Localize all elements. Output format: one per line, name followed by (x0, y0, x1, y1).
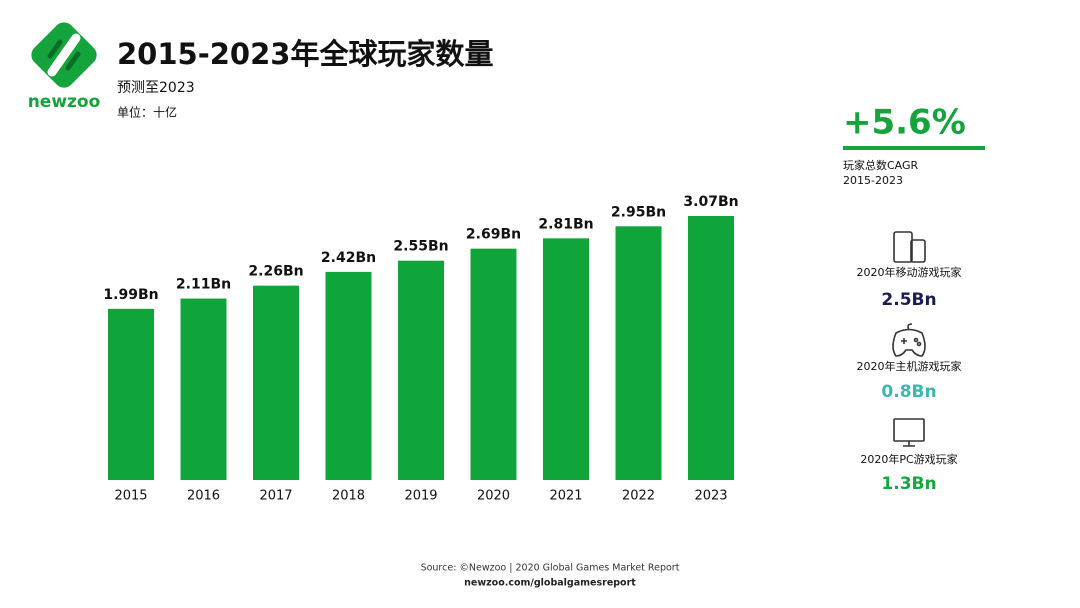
cagr-period: 2015-2023 (843, 174, 903, 187)
monitor-icon (893, 418, 925, 447)
gamepad-icon (892, 323, 926, 357)
chart-title: 2015-2023年全球玩家数量 (117, 37, 493, 71)
bar (688, 215, 734, 481)
stat-value: 2.5Bn (881, 290, 936, 310)
stat-value: 1.3Bn (881, 474, 936, 494)
bar (470, 248, 517, 480)
source: Source: ©Newzoo | 2020 Global Games Mark… (421, 563, 680, 574)
x-tick-label: 2019 (404, 489, 437, 504)
x-tick-label: 2023 (694, 489, 727, 504)
bar (543, 238, 589, 480)
x-tick-label: 2020 (477, 489, 510, 504)
x-tick-label: 2015 (114, 489, 147, 504)
phone-icon (893, 231, 926, 263)
x-tick-label: 2022 (622, 489, 655, 504)
value-label: 1.99Bn (103, 287, 158, 303)
bar (253, 285, 299, 480)
x-tick-label: 2021 (549, 489, 582, 504)
value-label: 2.69Bn (466, 227, 521, 243)
bar (398, 260, 444, 480)
x-tick-label: 2017 (259, 489, 292, 504)
cagr-underline (843, 146, 985, 150)
bar (180, 298, 227, 480)
logo-text: newzoo (28, 92, 101, 112)
x-tick-label: 2016 (187, 489, 220, 504)
value-label: 2.81Bn (538, 216, 593, 232)
value-label: 2.55Bn (393, 239, 448, 255)
bar (108, 308, 154, 480)
plot: 1.99Bn 2015 2.11Bn 2016 2.26Bn 2017 2.42Bn 2018… (103, 194, 738, 504)
value-label: 2.42Bn (321, 250, 376, 266)
stat-label: 2020年PC游戏玩家 (860, 452, 957, 466)
unit-label: 单位：十亿 (117, 105, 177, 120)
value-label: 3.07Bn (683, 194, 738, 210)
value-label: 2.11Bn (176, 277, 231, 293)
x-tick-label: 2018 (332, 489, 365, 504)
bar (325, 271, 372, 480)
cagr-value: +5.6% (843, 103, 966, 143)
chart-subtitle: 预测至2023 (117, 80, 195, 96)
logo-stripe (47, 33, 81, 77)
value-label: 2.26Bn (248, 264, 303, 280)
cagr-label: 玩家总数CAGR (843, 158, 919, 172)
stat-label: 2020年移动游戏玩家 (857, 265, 962, 279)
stat-value: 0.8Bn (881, 382, 936, 402)
source-url: newzoo.com/globalgamesreport (464, 578, 636, 589)
logo-stripe (47, 39, 81, 71)
logo: newzoo (28, 22, 101, 112)
value-label: 2.95Bn (611, 204, 666, 220)
stat-label: 2020年主机游戏玩家 (857, 359, 962, 373)
bar (615, 226, 662, 480)
